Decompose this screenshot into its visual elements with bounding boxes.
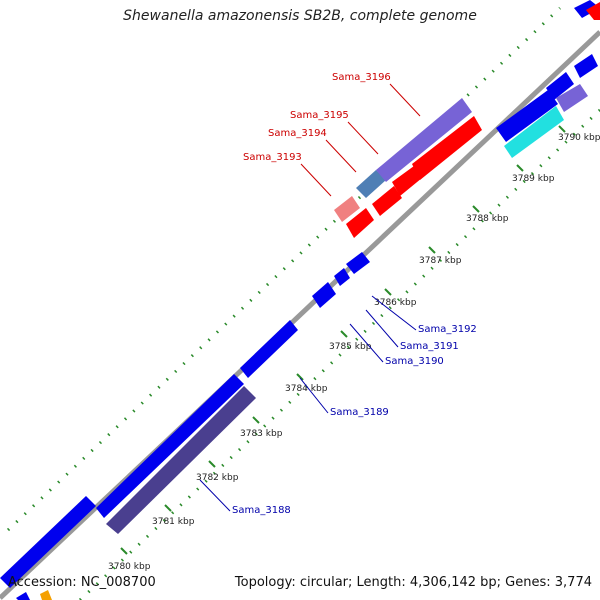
gene-label: Sama_3191 — [400, 341, 459, 352]
gene-forward-feature — [496, 90, 558, 142]
scale-labels: 3780 kbp 3781 kbp 3782 kbp 3783 kbp 3784 kbp… — [108, 125, 600, 572]
gene-label: Sama_3188 — [232, 505, 291, 516]
gene-forward-feature — [334, 196, 360, 222]
scale-label: 3789 kbp — [512, 174, 555, 184]
scale-label: 3787 kbp — [419, 256, 462, 266]
scale-tick — [384, 288, 392, 296]
gene-forward-feature — [240, 320, 298, 378]
gene-label: Sama_3192 — [418, 324, 477, 335]
scale-label: 3780 kbp — [108, 562, 151, 572]
gene-forward-feature — [586, 2, 600, 20]
gene-forward-feature — [574, 0, 600, 18]
inner-tick-track — [78, 108, 600, 600]
scale-tick — [428, 246, 436, 254]
gene-reverse-feature — [346, 252, 370, 274]
gene-forward-feature — [574, 54, 598, 78]
gene-label-leader — [199, 479, 231, 512]
gene-forward-feature — [504, 106, 564, 158]
scale-label: 3785 kbp — [329, 342, 372, 352]
gene-label: Sama_3193 — [243, 152, 302, 163]
scale-tick — [296, 373, 304, 381]
scale-label: 3788 kbp — [466, 214, 509, 224]
gene-forward-feature — [372, 186, 402, 216]
gene-reverse-feature — [312, 282, 336, 308]
scale-label: 3781 kbp — [152, 517, 195, 527]
gene-label-leader — [300, 163, 332, 197]
gene-label-leader — [389, 83, 421, 117]
gene-forward-feature — [346, 208, 374, 238]
gene-forward-feature — [356, 170, 386, 198]
gene-forward-feature — [412, 116, 482, 180]
scale-tick — [252, 416, 260, 424]
gene-reverse-feature — [334, 268, 350, 286]
gene-forward-feature — [376, 98, 472, 182]
accession-text: Accession: NC_008700 — [8, 575, 156, 590]
gene-label-leader — [349, 323, 384, 363]
scale-tick — [516, 164, 524, 172]
scale-tick — [120, 547, 128, 555]
gene-label-leader — [299, 377, 329, 414]
scale-label: 3784 kbp — [285, 384, 328, 394]
gene-label: Sama_3196 — [332, 72, 391, 83]
scale-tick — [164, 504, 172, 512]
outer-tick-track — [6, 6, 562, 532]
topology-summary: Topology: circular; Length: 4,306,142 bp… — [234, 575, 592, 590]
page-title: Shewanella amazonensis SB2B, complete ge… — [123, 8, 477, 24]
scale-label: 3782 kbp — [196, 473, 239, 483]
gene-reverse-feature — [106, 386, 256, 534]
gene-label-leader — [365, 309, 399, 348]
gene-forward-feature — [556, 84, 588, 112]
gene-label: Sama_3189 — [330, 407, 389, 418]
gene-label-leader — [371, 295, 417, 331]
scale-tick — [472, 205, 480, 213]
gene-label: Sama_3194 — [268, 128, 327, 139]
scale-tick — [340, 330, 348, 338]
gene-label-leader — [347, 121, 379, 155]
gene-reverse-feature — [40, 590, 52, 600]
gene-forward-feature — [392, 166, 422, 196]
scale-tick — [558, 125, 566, 133]
gene-reverse-feature — [16, 592, 30, 600]
gene-forward-feature — [96, 374, 244, 518]
scale-tick — [208, 460, 216, 468]
scale-label: 3786 kbp — [374, 298, 417, 308]
scale-label: 3783 kbp — [240, 429, 283, 439]
gene-labels: Sama_3196 Sama_3195 Sama_3194 Sama_3193 Sama… — [199, 72, 477, 516]
scale-label: 3790 kbp — [558, 133, 600, 143]
gene-forward-feature — [546, 72, 574, 100]
gene-label: Sama_3195 — [290, 110, 349, 121]
gene-forward-feature — [0, 496, 96, 588]
gene-label-leader — [325, 139, 357, 173]
gene-label: Sama_3190 — [385, 356, 444, 367]
